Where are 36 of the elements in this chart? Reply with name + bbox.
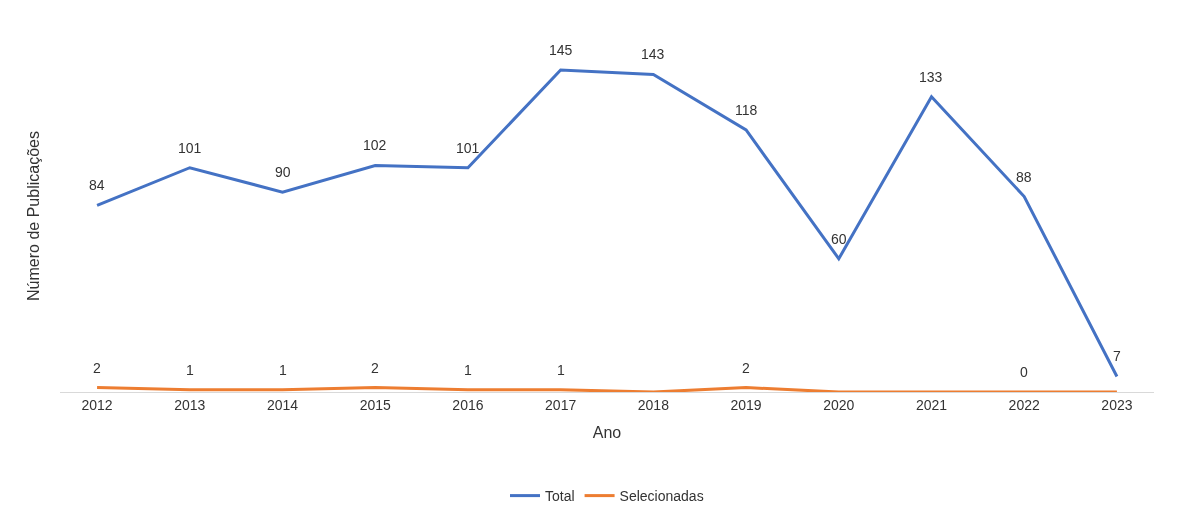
- data-label: 2: [371, 360, 379, 376]
- data-label: 2: [93, 360, 101, 376]
- x-tick-label: 2017: [545, 396, 577, 413]
- data-label: 7: [1113, 348, 1121, 364]
- data-label: 145: [549, 42, 573, 58]
- data-label: 84: [89, 177, 105, 193]
- legend-label: Total: [545, 488, 575, 505]
- x-tick-label: 2015: [359, 396, 391, 413]
- x-tick-label: 2023: [1101, 396, 1133, 413]
- y-axis-title: Número de Publicações: [24, 131, 42, 301]
- x-tick-label: 2019: [730, 396, 762, 413]
- data-label: 102: [363, 137, 387, 153]
- data-label: 1: [557, 362, 565, 378]
- x-tick-label: 2014: [266, 396, 299, 413]
- x-axis-title: Ano: [592, 424, 622, 442]
- data-label: 1: [464, 362, 472, 378]
- data-label: 90: [275, 164, 291, 180]
- data-label: 88: [1016, 169, 1032, 185]
- x-tick-label: 2021: [915, 396, 948, 413]
- x-tick-label: 2020: [823, 396, 855, 413]
- data-label: 101: [456, 140, 480, 156]
- x-tick-label: 2012: [81, 396, 113, 413]
- data-label: 118: [735, 102, 758, 118]
- legend-label: Selecionadas: [619, 488, 704, 505]
- data-label: 143: [641, 46, 665, 62]
- x-tick-label: 2022: [1008, 396, 1040, 413]
- x-tick-label: 2013: [174, 396, 206, 413]
- data-label: 1: [279, 362, 287, 378]
- data-label: 2: [742, 360, 750, 376]
- data-label: 101: [178, 140, 202, 156]
- data-label: 60: [831, 231, 847, 247]
- data-label: 0: [1020, 364, 1028, 380]
- x-tick-label: 2018: [637, 396, 670, 413]
- x-tick-label: 2016: [452, 396, 484, 413]
- data-label: 133: [919, 69, 943, 85]
- data-label: 1: [186, 362, 194, 378]
